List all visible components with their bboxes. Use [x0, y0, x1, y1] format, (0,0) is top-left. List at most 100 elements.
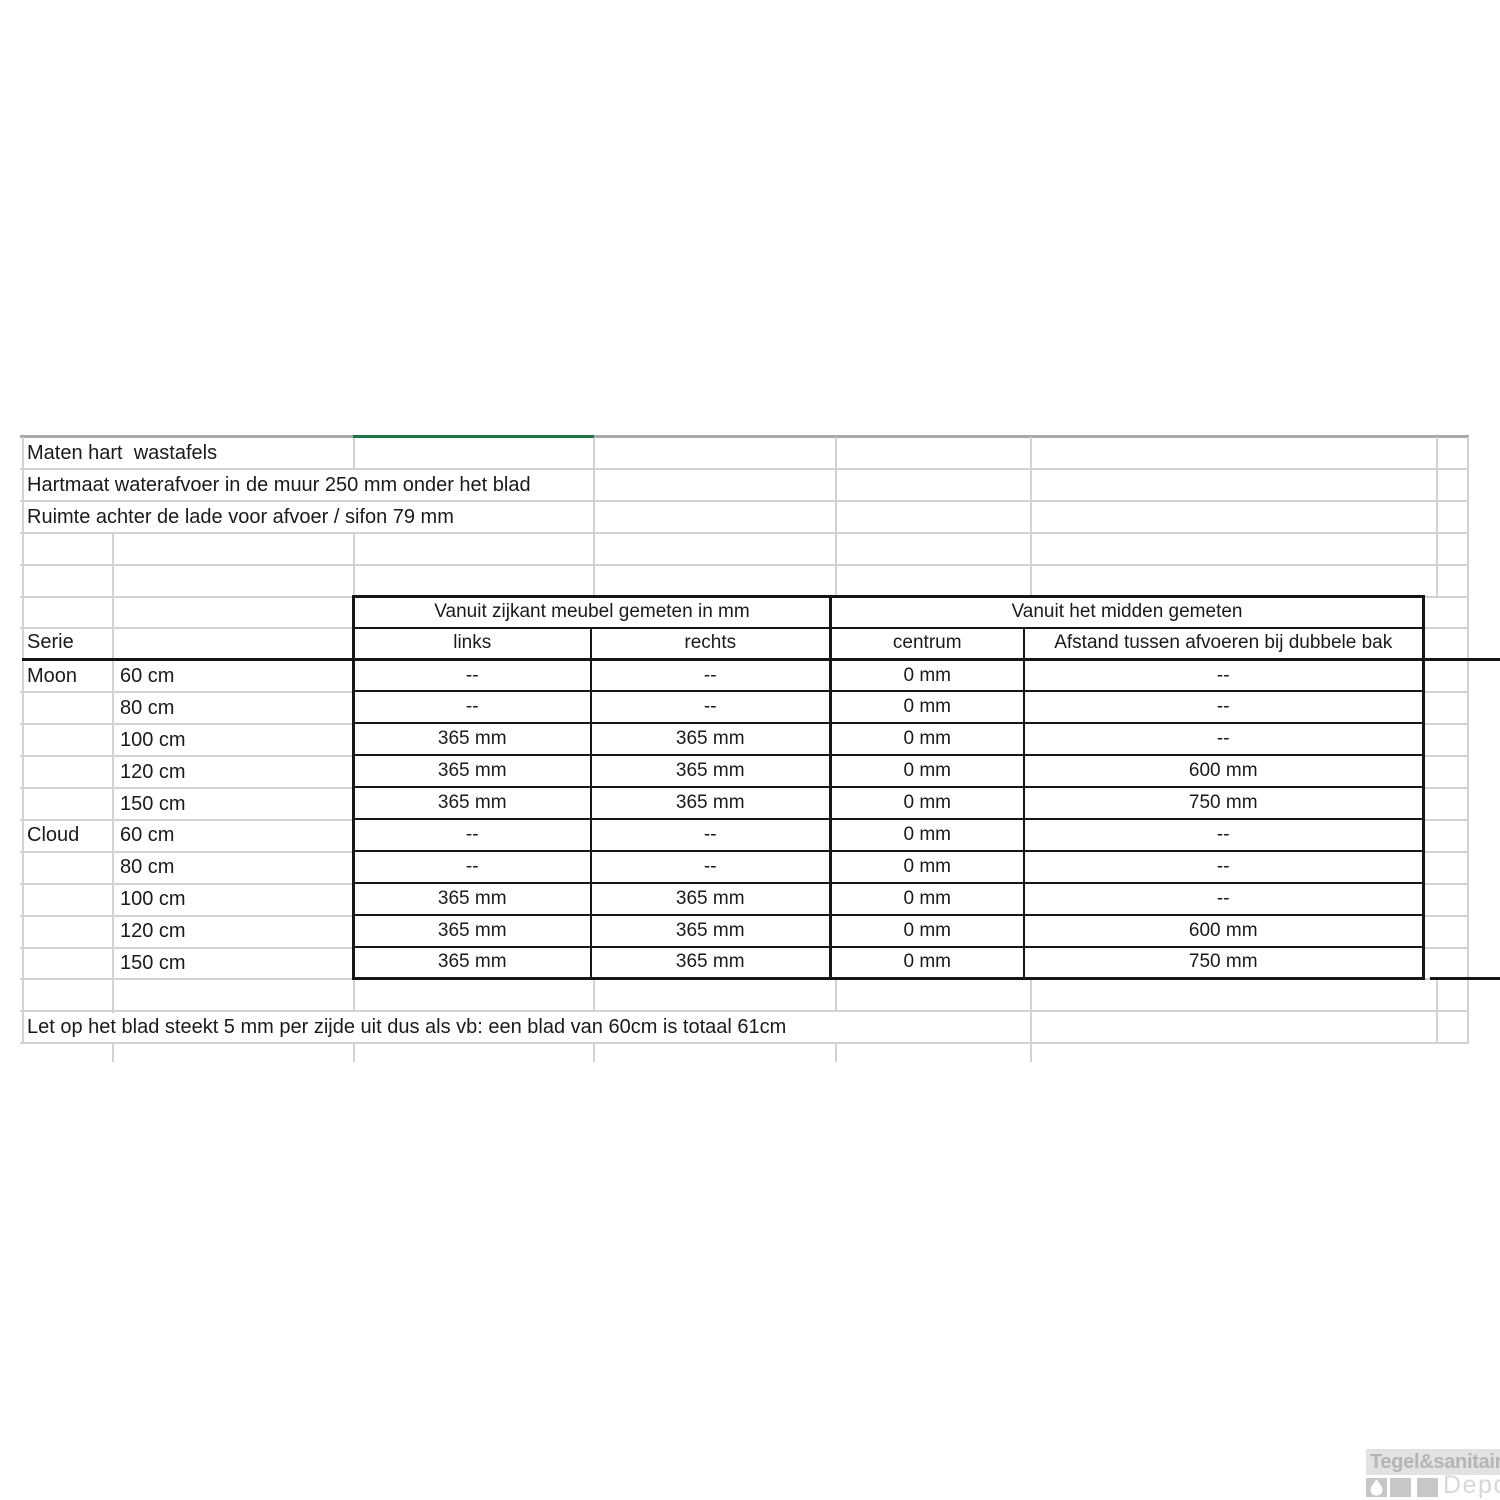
gridline	[22, 437, 24, 1043]
logo-brand-text: Tegel&sanitair	[1370, 1451, 1500, 1473]
active-cell-border	[353, 435, 594, 438]
sheet-note-1: Hartmaat waterafvoer in de muur 250 mm o…	[25, 471, 537, 500]
gridline	[20, 564, 1469, 566]
size-label: 100 cm	[120, 729, 186, 751]
gridline	[593, 979, 595, 1011]
water-drop-icon	[1370, 1479, 1383, 1496]
cell-centrum: 0 mm	[829, 722, 1025, 757]
size-label: 150 cm	[120, 952, 186, 974]
serie-header: Serie	[27, 631, 74, 653]
gridline	[835, 1043, 837, 1062]
table-row: 365 mm 365 mm 0 mm 750 mm	[352, 786, 1425, 820]
gridline	[1467, 437, 1469, 1043]
gridline	[353, 533, 355, 596]
cell-afstand: --	[1022, 722, 1425, 757]
logo-sub-text: Depot	[1443, 1471, 1500, 1499]
cell-rechts: 365 mm	[589, 722, 832, 757]
size-label: 80 cm	[120, 697, 175, 719]
cell-links: 365 mm	[352, 722, 592, 757]
cell-afstand: --	[1022, 849, 1425, 884]
gridline	[353, 1043, 355, 1062]
cell-links: --	[352, 690, 592, 725]
cell-centrum: 0 mm	[829, 849, 1025, 884]
cell-afstand: --	[1022, 881, 1425, 916]
gridline	[20, 1042, 1469, 1044]
gridline	[835, 437, 837, 596]
cell-rechts: --	[589, 849, 832, 884]
gridline	[20, 468, 1469, 470]
serie-name-cloud: Cloud	[27, 824, 80, 846]
size-label: 150 cm	[120, 793, 186, 815]
cell-afstand: --	[1022, 817, 1425, 852]
size-label: 60 cm	[120, 824, 175, 846]
gridline	[112, 533, 114, 1062]
cell-rechts: 365 mm	[589, 945, 832, 980]
table-row: -- -- 0 mm --	[352, 849, 1425, 884]
group-header-right: Vanuit het midden gemeten	[829, 595, 1425, 629]
cell-rechts: 365 mm	[589, 786, 832, 820]
gridline	[20, 532, 1469, 534]
gridline	[353, 979, 355, 1011]
cell-links: 365 mm	[352, 945, 592, 980]
gridline	[1030, 437, 1032, 596]
size-label: 120 cm	[120, 761, 186, 783]
size-label: 120 cm	[120, 920, 186, 942]
group-header-left: Vanuit zijkant meubel gemeten in mm	[352, 595, 832, 629]
cell-links: 365 mm	[352, 786, 592, 820]
cell-rechts: --	[589, 658, 832, 693]
cell-rechts: 365 mm	[589, 913, 832, 948]
cell-centrum: 0 mm	[829, 913, 1025, 948]
gridline	[1436, 437, 1438, 596]
footnote: Let op het blad steekt 5 mm per zijde ui…	[25, 1013, 893, 1042]
cell-afstand: 600 mm	[1022, 754, 1425, 789]
size-label: 60 cm	[120, 665, 175, 687]
gridline	[593, 1043, 595, 1062]
cell-afstand: 750 mm	[1022, 945, 1425, 980]
cell-rechts: 365 mm	[589, 881, 832, 916]
table-row: 365 mm 365 mm 0 mm --	[352, 881, 1425, 916]
cell-rechts: 365 mm	[589, 754, 832, 789]
col-header-rechts: rechts	[589, 626, 832, 661]
group-header-row: Vanuit zijkant meubel gemeten in mm Vanu…	[352, 595, 1425, 629]
table-row: 365 mm 365 mm 0 mm 750 mm	[352, 945, 1425, 980]
table-row: -- -- 0 mm --	[352, 817, 1425, 852]
cell-afstand: 750 mm	[1022, 786, 1425, 820]
col-header-centrum: centrum	[829, 626, 1025, 661]
gridline	[353, 437, 355, 469]
table-row: -- -- 0 mm --	[352, 690, 1425, 725]
table-row: 365 mm 365 mm 0 mm --	[352, 722, 1425, 757]
cell-links: 365 mm	[352, 881, 592, 916]
cell-links: 365 mm	[352, 913, 592, 948]
sheet-note-2: Ruimte achter de lade voor afvoer / sifo…	[25, 503, 460, 532]
gridline	[1436, 979, 1438, 1043]
serie-name-moon: Moon	[27, 665, 78, 687]
table-row: 365 mm 365 mm 0 mm 600 mm	[352, 754, 1425, 789]
cell-centrum: 0 mm	[829, 754, 1025, 789]
cell-links: --	[352, 817, 592, 852]
col-header-links: links	[352, 626, 592, 661]
cell-centrum: 0 mm	[829, 881, 1025, 916]
logo-tile-blank	[1390, 1478, 1411, 1497]
size-label: 80 cm	[120, 856, 175, 878]
gridline	[835, 979, 837, 1011]
cell-links: --	[352, 849, 592, 884]
table-bottom-border-extension	[1430, 977, 1500, 980]
cell-afstand: --	[1022, 690, 1425, 725]
logo-tile-drop	[1366, 1478, 1387, 1497]
sheet-title: Maten hart wastafels	[25, 439, 224, 468]
gridline	[20, 435, 1469, 438]
measurement-table: Vanuit zijkant meubel gemeten in mm Vanu…	[352, 595, 1425, 980]
cell-centrum: 0 mm	[829, 658, 1025, 693]
cell-centrum: 0 mm	[829, 817, 1025, 852]
cell-afstand: --	[1022, 658, 1425, 693]
cell-centrum: 0 mm	[829, 945, 1025, 980]
table-row: -- -- 0 mm --	[352, 658, 1425, 693]
cell-afstand: 600 mm	[1022, 913, 1425, 948]
column-header-row: links rechts centrum Afstand tussen afvo…	[352, 626, 1425, 661]
cell-centrum: 0 mm	[829, 786, 1025, 820]
cell-links: 365 mm	[352, 754, 592, 789]
gridline	[593, 437, 595, 596]
cell-rechts: --	[589, 690, 832, 725]
table-row: 365 mm 365 mm 0 mm 600 mm	[352, 913, 1425, 948]
gridline	[1030, 979, 1032, 1062]
